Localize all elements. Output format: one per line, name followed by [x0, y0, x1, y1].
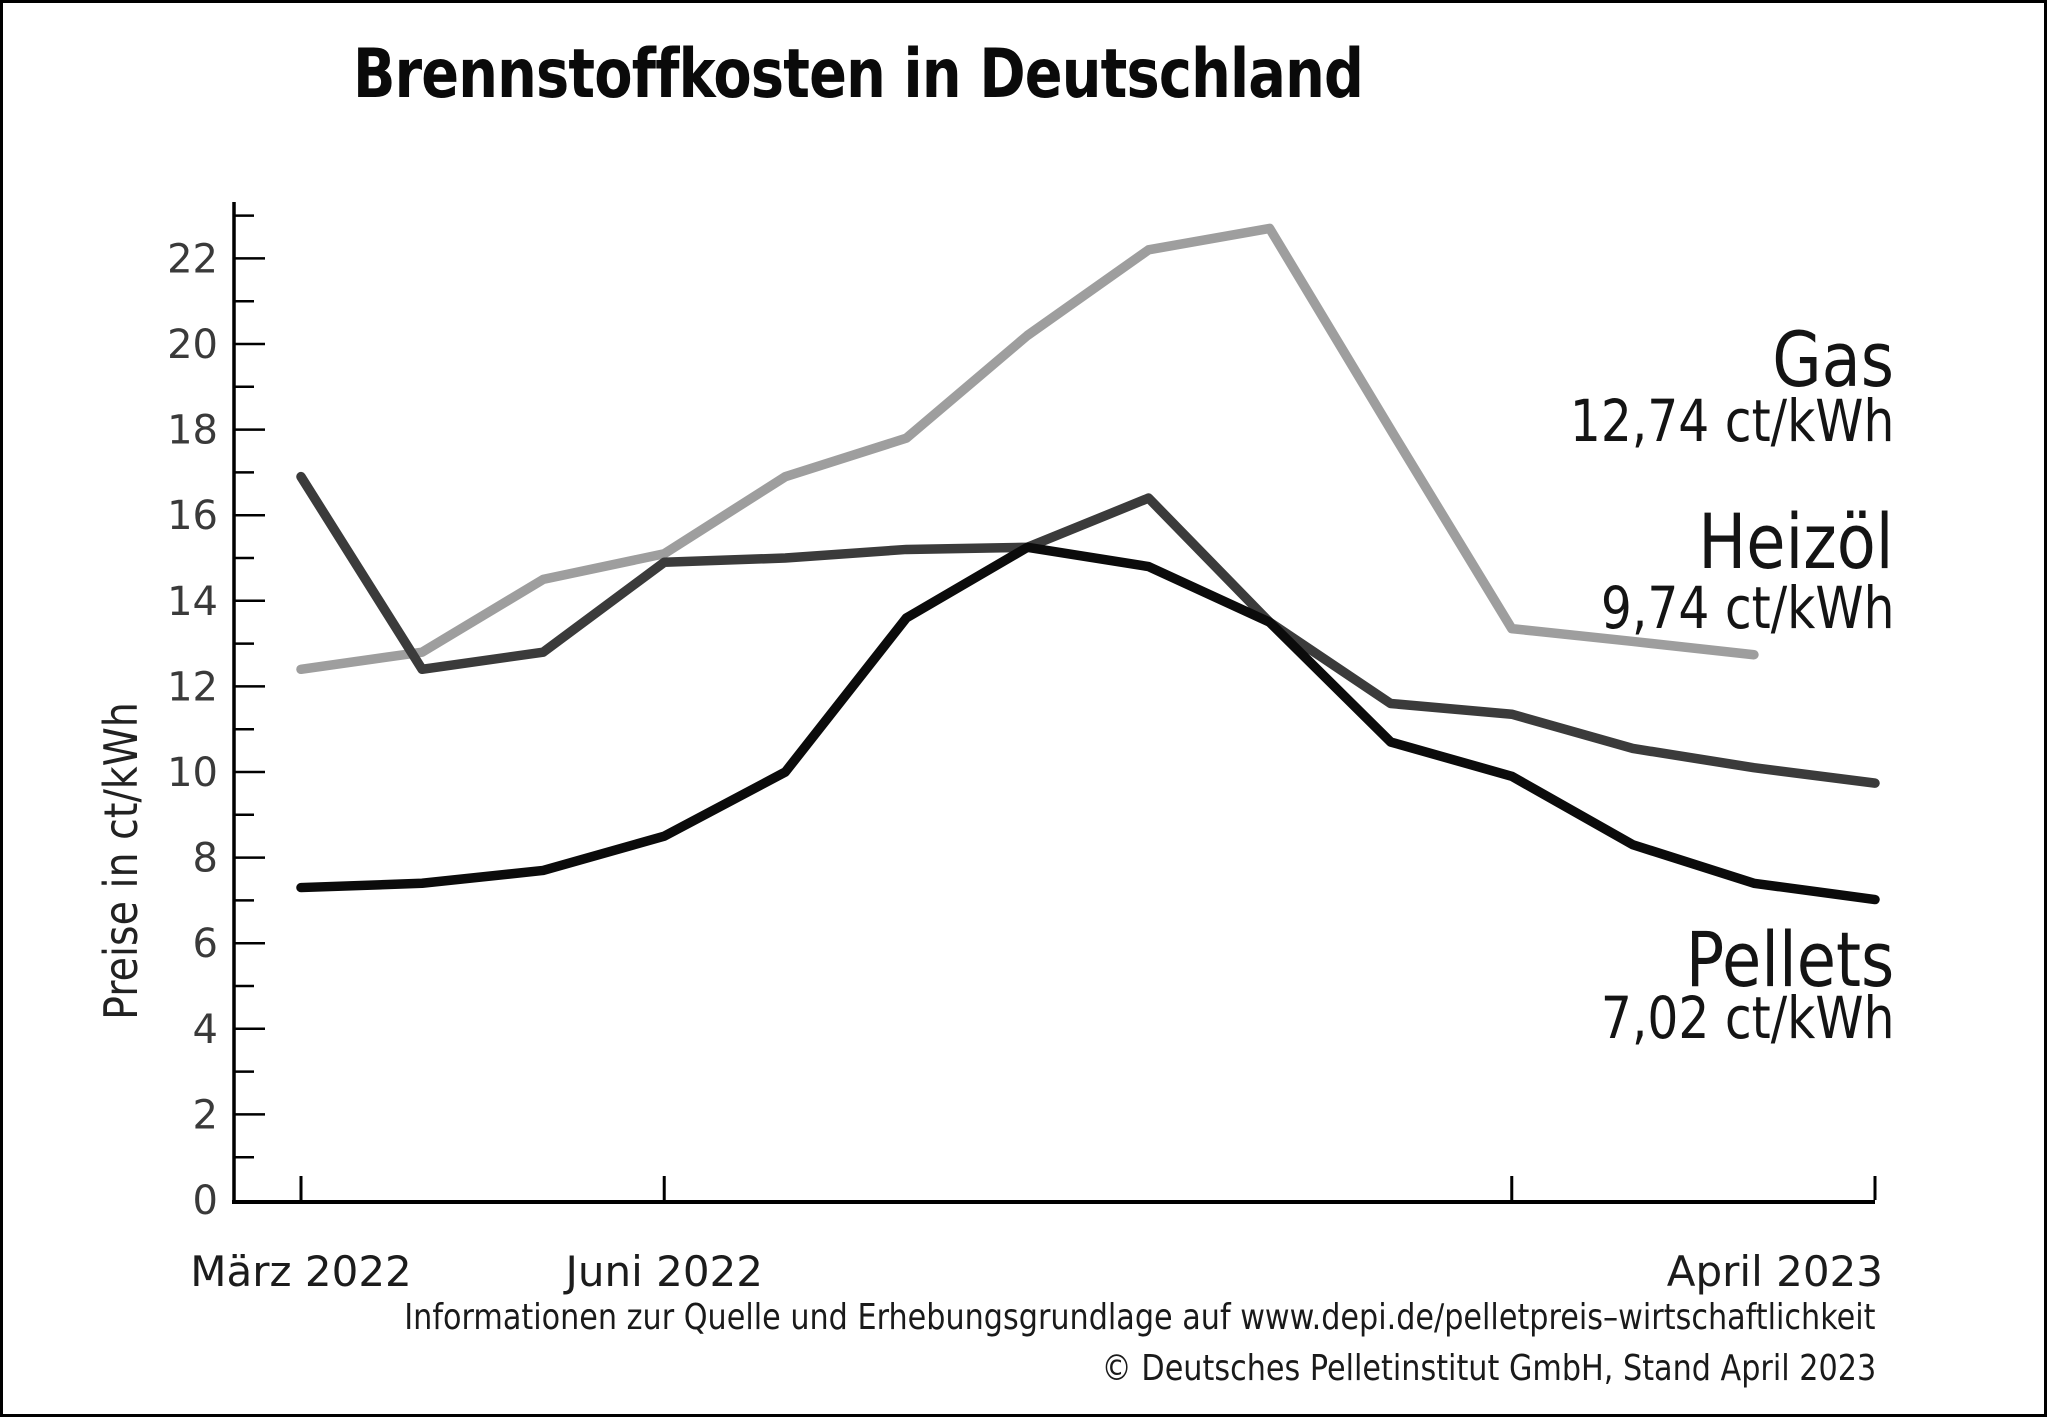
y-tick-label: 14 — [167, 579, 218, 625]
chart-plot-area: 0 2 4 6 8 10 12 14 16 18 20 22 März 2022 Juni 2022 Apr… — [167, 202, 1883, 1296]
y-tick-label: 4 — [193, 1007, 218, 1053]
series-line-Pellets — [296, 542, 1880, 905]
y-tick-label: 0 — [193, 1178, 218, 1224]
legend-gas-label: Gas — [1772, 315, 1894, 404]
legend-heizoel-value: 9,74 ct/kWh — [1600, 574, 1894, 642]
y-tick-label: 8 — [193, 836, 218, 882]
x-tick-label: April 2023 — [1667, 1247, 1883, 1296]
footer-source-line: Informationen zur Quelle und Erhebungsgr… — [404, 1297, 1876, 1338]
legend-pellets-label: Pellets — [1685, 915, 1894, 1004]
y-tick-label: 16 — [167, 493, 218, 539]
series-line-Gas — [296, 223, 1759, 675]
x-tick-label: März 2022 — [190, 1247, 412, 1296]
x-tick-label: Juni 2022 — [562, 1247, 763, 1296]
y-tick-label: 18 — [167, 408, 218, 454]
legend-gas-value: 12,74 ct/kWh — [1569, 387, 1894, 455]
y-tick-label: 10 — [167, 750, 218, 796]
y-tick-label: 22 — [167, 236, 218, 282]
y-tick-label: 12 — [167, 664, 218, 710]
y-tick-label: 20 — [167, 322, 218, 368]
y-tick-label: 2 — [193, 1092, 218, 1138]
chart-title: Brennstoffkosten in Deutschland — [352, 35, 1364, 114]
footer-copyright-line: © Deutsches Pelletinstitut GmbH, Stand A… — [1101, 1348, 1876, 1389]
series-line-Heizöl — [296, 471, 1880, 788]
legend-pellets-value: 7,02 ct/kWh — [1600, 984, 1894, 1052]
y-tick-label: 6 — [193, 921, 218, 967]
legend-heizoel-label: Heizöl — [1698, 497, 1894, 586]
